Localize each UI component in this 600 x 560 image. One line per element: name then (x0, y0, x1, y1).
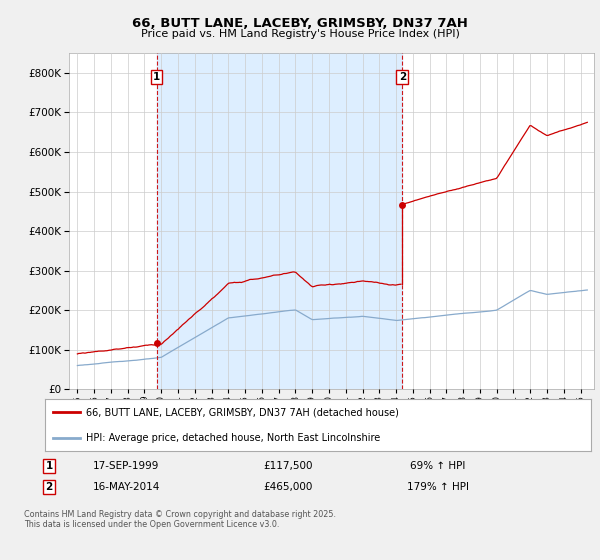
Text: £117,500: £117,500 (263, 461, 313, 471)
Text: 66, BUTT LANE, LACEBY, GRIMSBY, DN37 7AH: 66, BUTT LANE, LACEBY, GRIMSBY, DN37 7AH (132, 17, 468, 30)
Text: 69% ↑ HPI: 69% ↑ HPI (410, 461, 466, 471)
Text: £465,000: £465,000 (263, 482, 313, 492)
Bar (157, 53, 402, 389)
Text: 66, BUTT LANE, LACEBY, GRIMSBY, DN37 7AH (detached house): 66, BUTT LANE, LACEBY, GRIMSBY, DN37 7AH… (86, 407, 399, 417)
Text: 2: 2 (46, 482, 53, 492)
Text: 16-MAY-2014: 16-MAY-2014 (92, 482, 160, 492)
Text: Price paid vs. HM Land Registry's House Price Index (HPI): Price paid vs. HM Land Registry's House … (140, 29, 460, 39)
Text: HPI: Average price, detached house, North East Lincolnshire: HPI: Average price, detached house, Nort… (86, 433, 380, 443)
Text: 2: 2 (398, 72, 406, 82)
Text: 1: 1 (46, 461, 53, 471)
Text: Contains HM Land Registry data © Crown copyright and database right 2025.
This d: Contains HM Land Registry data © Crown c… (24, 510, 336, 529)
Text: 179% ↑ HPI: 179% ↑ HPI (407, 482, 469, 492)
Text: 1: 1 (153, 72, 160, 82)
Text: 17-SEP-1999: 17-SEP-1999 (93, 461, 159, 471)
